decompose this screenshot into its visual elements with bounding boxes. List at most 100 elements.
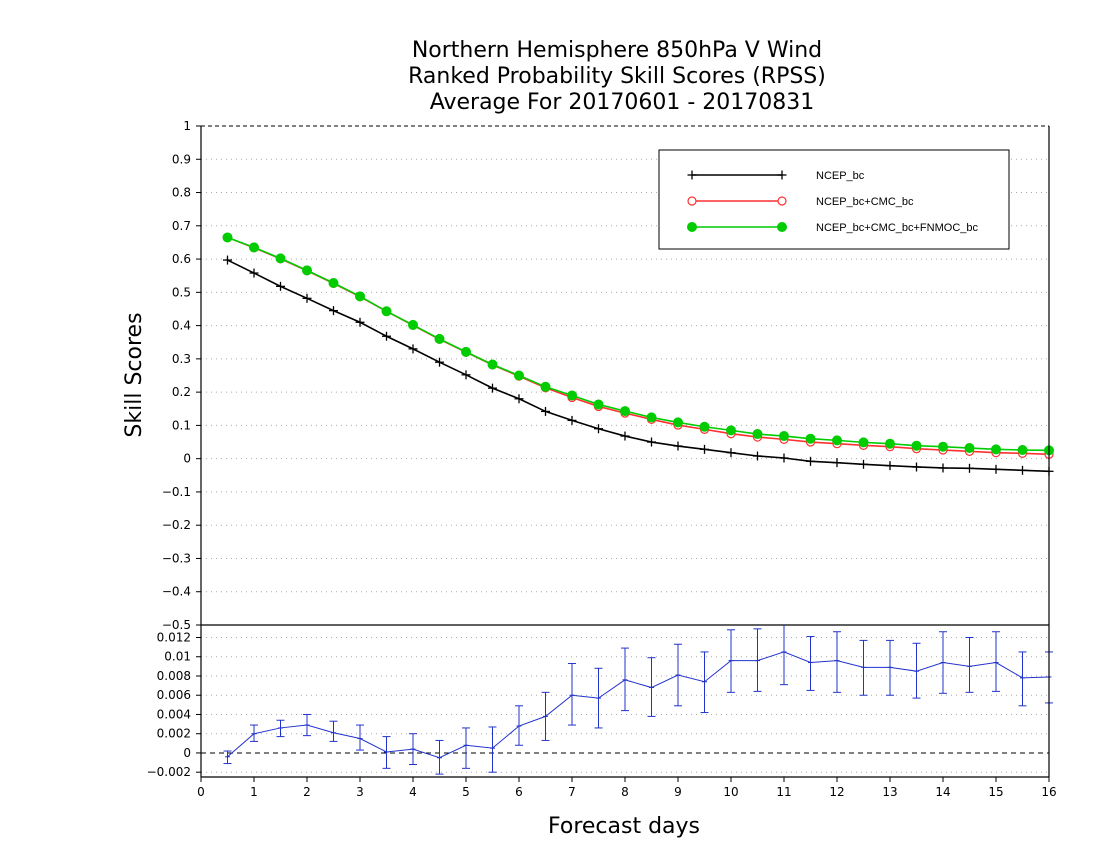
top-panel-y-ticks: 1 0.9 0.8 0.7 0.6 0.5 0.4 0.3 0.2 0.1 0 −0.1 −0.2 −0.… xyxy=(162,119,201,632)
legend-box xyxy=(658,149,1010,250)
chart-title: Northern Hemisphere 850hPa V Wind Ranked… xyxy=(408,38,826,115)
legend-item: NCEP_bc+CMC_bc+FNMOC_bc xyxy=(687,222,978,234)
data-point xyxy=(514,394,524,404)
data-point xyxy=(700,444,709,454)
x-tick-label: 1 xyxy=(250,785,258,799)
y-axis-title: Skill Scores xyxy=(122,312,147,437)
y-tick-label: 0.006 xyxy=(157,688,191,702)
y-tick-label: 0.5 xyxy=(172,285,191,299)
error-bar xyxy=(647,657,656,717)
error-bar xyxy=(594,667,603,729)
x-tick-label: 2 xyxy=(303,785,311,799)
series-line xyxy=(227,236,1050,452)
y-tick-label: 0 xyxy=(183,746,191,760)
error-bar xyxy=(223,750,232,765)
data-point xyxy=(620,431,630,441)
error-bar xyxy=(859,639,868,696)
y-tick-label: 0.7 xyxy=(172,219,191,233)
data-point xyxy=(964,443,975,454)
x-tick-label: 8 xyxy=(621,785,629,799)
legend-marker xyxy=(687,196,697,206)
series-2 xyxy=(222,232,1054,456)
data-point xyxy=(302,293,312,303)
data-point xyxy=(1018,465,1027,475)
data-point xyxy=(805,433,816,444)
error-bar xyxy=(780,625,788,686)
legend-label: NCEP_bc+CMC_bc xyxy=(816,196,914,208)
data-point xyxy=(355,317,365,327)
x-tick-label: 15 xyxy=(988,785,1003,799)
data-point xyxy=(673,417,683,428)
bottom-panel-series xyxy=(223,625,1053,775)
data-point xyxy=(965,463,974,473)
x-tick-label: 13 xyxy=(882,785,897,799)
error-bar xyxy=(488,726,497,773)
data-point xyxy=(222,232,233,243)
data-point xyxy=(753,451,762,461)
data-point xyxy=(487,359,498,370)
error-bar xyxy=(674,643,682,707)
data-point xyxy=(275,253,286,264)
error-bar xyxy=(276,719,285,738)
data-point xyxy=(461,346,471,357)
legend-marker xyxy=(777,222,787,232)
x-tick-label: 3 xyxy=(356,785,364,799)
error-bar xyxy=(621,647,629,712)
error-bar xyxy=(356,724,364,751)
data-point xyxy=(435,357,444,367)
data-point xyxy=(355,291,365,302)
title-line-2: Ranked Probability Skill Scores (RPSS) xyxy=(408,64,826,89)
y-tick-label: −0.5 xyxy=(162,618,191,632)
data-point xyxy=(514,370,524,381)
y-tick-label: 0.1 xyxy=(172,418,191,432)
data-point xyxy=(488,383,497,393)
data-point xyxy=(726,425,736,436)
bottom-panel-grid xyxy=(201,624,1049,773)
data-point xyxy=(276,281,285,291)
error-bar xyxy=(462,727,470,769)
x-axis-title: Forecast days xyxy=(548,814,700,839)
error-bar xyxy=(965,637,974,693)
legend-marker xyxy=(687,170,697,180)
x-tick-label: 0 xyxy=(197,785,205,799)
data-point xyxy=(779,431,789,442)
data-point xyxy=(885,438,895,449)
y-tick-label: 0.012 xyxy=(157,631,191,645)
data-point xyxy=(646,412,657,423)
error-bar xyxy=(303,713,311,737)
legend-item: NCEP_bc+CMC_bc xyxy=(687,196,914,208)
error-bar xyxy=(727,629,735,693)
data-point xyxy=(752,429,763,440)
x-tick-label: 7 xyxy=(568,785,576,799)
legend-marker xyxy=(777,196,787,206)
data-point xyxy=(938,463,948,473)
x-tick-label: 5 xyxy=(462,785,470,799)
data-point xyxy=(249,242,259,253)
data-point xyxy=(859,459,868,469)
y-tick-label: 0.01 xyxy=(164,650,191,664)
error-bar xyxy=(833,631,841,693)
y-tick-label: −0.1 xyxy=(162,485,191,499)
data-point xyxy=(567,390,577,401)
legend-label: NCEP_bc+CMC_bc+FNMOC_bc xyxy=(816,222,978,234)
error-bar xyxy=(541,691,550,741)
data-point xyxy=(832,458,842,468)
x-tick-label: 4 xyxy=(409,785,417,799)
data-point xyxy=(540,381,551,392)
data-point xyxy=(885,461,895,471)
error-bar xyxy=(329,720,338,742)
data-point xyxy=(779,453,789,463)
data-point xyxy=(223,255,232,265)
data-point xyxy=(567,415,577,425)
bottom-panel-y-ticks: 0.012 0.01 0.008 0.006 0.004 0.002 0 −0.002 xyxy=(147,631,201,779)
data-point xyxy=(991,444,1001,455)
data-point xyxy=(434,333,445,344)
legend: NCEP_bc NCEP_bc+CMC_bc NCEP_bc+CMC_bc+FNMO… xyxy=(658,149,1010,250)
data-point xyxy=(302,265,312,276)
data-point xyxy=(991,464,1001,474)
data-point xyxy=(806,456,815,466)
data-point xyxy=(381,306,392,317)
x-axis-ticks: 0 1 2 3 4 5 6 7 8 9 10 11 12 13 14 15 16 xyxy=(197,777,1057,799)
x-tick-label: 14 xyxy=(935,785,950,799)
legend-marker xyxy=(777,170,787,180)
